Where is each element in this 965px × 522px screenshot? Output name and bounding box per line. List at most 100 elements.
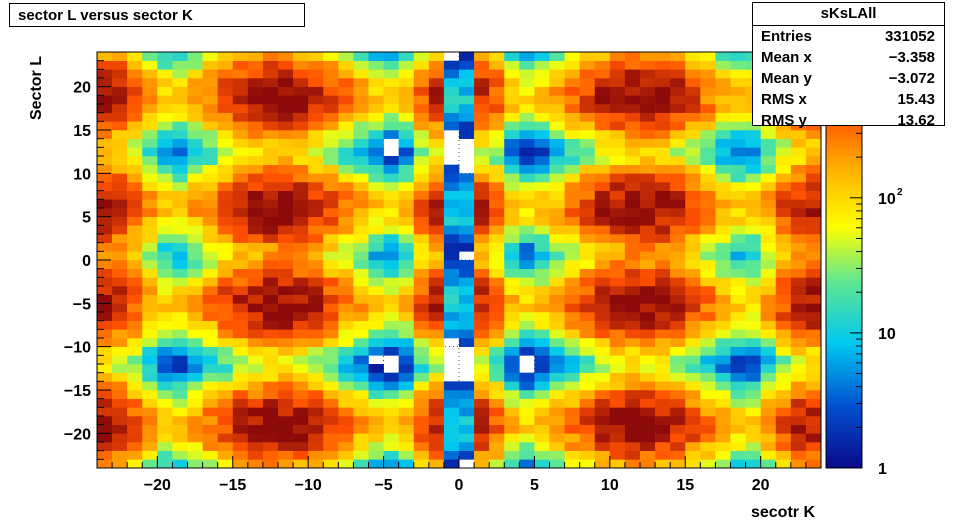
heatmap-cell (459, 190, 475, 200)
heatmap-cell (112, 216, 128, 226)
heatmap-cell (202, 242, 218, 252)
heatmap-cell (730, 104, 746, 113)
stats-box: sKsLAll Entries 331052 Mean x −3.358 Mea… (752, 2, 945, 129)
heatmap-cell (383, 442, 399, 451)
heatmap-cell (564, 199, 580, 209)
heatmap-cell (112, 364, 128, 373)
heatmap-cell (172, 277, 188, 287)
heatmap-cell (489, 312, 505, 321)
heatmap-cell (459, 199, 475, 209)
heatmap-cell (383, 69, 399, 79)
heatmap-cell (489, 208, 505, 217)
heatmap-cell (504, 390, 520, 399)
heatmap-cell (353, 147, 369, 157)
heatmap-cell (338, 450, 354, 460)
heatmap-cell (700, 260, 716, 269)
heatmap-cell (323, 355, 339, 365)
stats-value: 331052 (884, 28, 935, 45)
heatmap-cell (655, 320, 671, 330)
heatmap-cell (715, 260, 731, 269)
heatmap-cell (624, 182, 641, 191)
heatmap-cell (564, 320, 580, 330)
heatmap-cell (413, 138, 430, 148)
heatmap-cell (127, 260, 143, 269)
heatmap-cell (760, 433, 777, 443)
heatmap-cell (670, 338, 686, 347)
heatmap-cell (534, 355, 550, 365)
heatmap-cell (308, 294, 324, 304)
heatmap-cell (383, 338, 399, 347)
heatmap-cell (594, 208, 611, 217)
heatmap-cell (624, 416, 641, 425)
heatmap-cell (217, 268, 234, 278)
heatmap-cell (413, 372, 430, 382)
heatmap-cell (474, 268, 490, 278)
heatmap-cell (730, 459, 746, 469)
heatmap-cell (353, 130, 369, 139)
heatmap-cell (232, 268, 249, 278)
x-tick-label: 5 (530, 477, 539, 494)
heatmap-cell (127, 364, 143, 373)
heatmap-cell (232, 208, 249, 217)
heatmap-cell (97, 208, 113, 217)
heatmap-cell (443, 121, 460, 131)
heatmap-cell (579, 459, 596, 469)
heatmap-cell (549, 329, 565, 339)
heatmap-cell (519, 130, 535, 139)
heatmap-cell (549, 121, 565, 131)
heatmap-cell (443, 416, 460, 425)
heatmap-cell (760, 424, 777, 434)
heatmap-cell (459, 234, 475, 243)
stats-row-mean-x: Mean x −3.358 (753, 47, 944, 68)
heatmap-cell (745, 234, 761, 243)
heatmap-cell (172, 407, 188, 417)
heatmap-cell (670, 182, 686, 191)
heatmap-cell (775, 450, 792, 460)
heatmap-cell (670, 277, 686, 287)
heatmap-cell (609, 416, 626, 425)
heatmap-cell (353, 433, 369, 443)
heatmap-cell (368, 199, 384, 209)
heatmap-cell (519, 433, 535, 443)
heatmap-cell (127, 190, 143, 200)
heatmap-cell (368, 286, 384, 295)
heatmap-cell (594, 199, 611, 209)
heatmap-cell (775, 338, 792, 347)
heatmap-cell (459, 182, 475, 191)
heatmap-cell (579, 225, 596, 235)
heatmap-cell (504, 294, 520, 304)
heatmap-cell (217, 381, 234, 391)
heatmap-cell (640, 164, 656, 174)
heatmap-cell (609, 173, 626, 183)
heatmap-cell (670, 459, 686, 469)
heatmap-cell (142, 329, 158, 339)
heatmap-cell (278, 398, 294, 408)
heatmap-cell (715, 242, 731, 252)
heatmap-cell (609, 312, 626, 321)
heatmap-cell (247, 442, 264, 451)
heatmap-cell (338, 459, 354, 469)
heatmap-cell (428, 372, 445, 382)
heatmap-cell (700, 329, 716, 339)
heatmap-cell (805, 372, 822, 382)
heatmap-cell (323, 433, 339, 443)
heatmap-cell (609, 303, 626, 313)
heatmap-cell (157, 225, 173, 235)
heatmap-cell (474, 86, 490, 96)
heatmap-cell (715, 424, 731, 434)
heatmap-cell (383, 303, 399, 313)
heatmap-cell (745, 294, 761, 304)
heatmap-cell (609, 355, 626, 365)
heatmap-cell (142, 216, 158, 226)
heatmap-cell (775, 303, 792, 313)
stats-value: −3.072 (888, 70, 935, 87)
heatmap-cell (700, 208, 716, 217)
heatmap-cell (775, 286, 792, 295)
heatmap-cell (730, 303, 746, 313)
heatmap-cell (293, 78, 309, 87)
heatmap-cell (790, 372, 807, 382)
heatmap-cell (202, 52, 218, 61)
x-tick-label: −20 (144, 477, 171, 494)
heatmap-cell (247, 208, 264, 217)
heatmap-cell (187, 329, 203, 339)
